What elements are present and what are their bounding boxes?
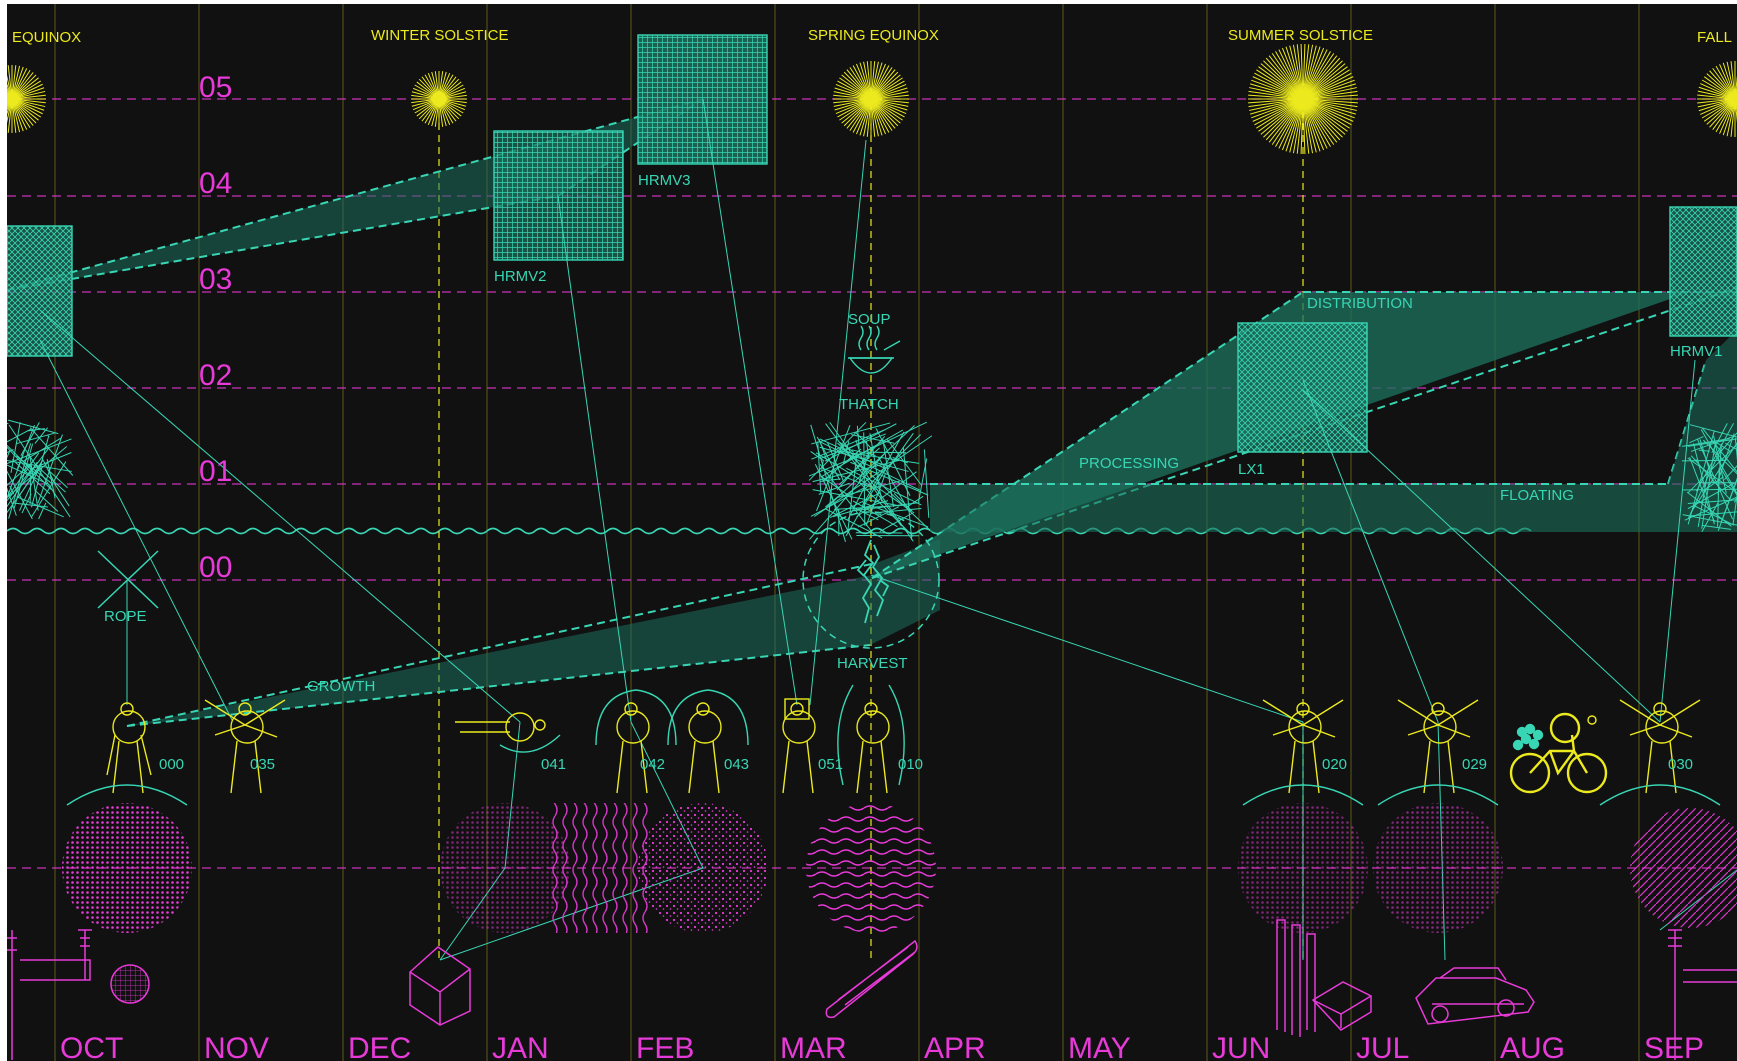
distribution-label: DISTRIBUTION: [1307, 295, 1413, 312]
worker-figure-icon: [837, 684, 905, 794]
hrmv2-label: HRMV2: [494, 268, 547, 285]
worker-figures: [66, 684, 1721, 806]
figure-label-029: 029: [1462, 756, 1487, 773]
soup-label: SOUP: [848, 311, 891, 328]
sun-icon: [411, 71, 467, 127]
sun-icon: [833, 61, 909, 137]
month-dec: DEC: [348, 1032, 411, 1061]
worker-figure-icon: [782, 698, 816, 794]
growth-flow: [126, 539, 940, 727]
car-icon: [1415, 967, 1535, 1025]
figure-label-010: 010: [898, 756, 923, 773]
kelp-icon: [856, 539, 890, 624]
worker-figure-icon: [66, 702, 188, 806]
level-05: 05: [199, 71, 232, 104]
house-icon: [409, 946, 471, 1026]
figure-label-041: 041: [541, 756, 566, 773]
worker-figure-icon: [667, 689, 749, 794]
figure-label-051: 051: [818, 756, 843, 773]
equinox-label: EQUINOX: [12, 29, 81, 46]
block-hrmv3: [637, 34, 768, 165]
level-01: 01: [199, 455, 232, 488]
month-oct: OCT: [60, 1032, 123, 1061]
figure-label-043: 043: [724, 756, 749, 773]
summer-solstice-label: SUMMER SOLSTICE: [1228, 27, 1373, 44]
yield-circles: [62, 803, 1737, 1004]
block-hrmv-left: [7, 225, 73, 357]
block-labels: HRMV1 HRMV2 HRMV3 LX1: [494, 172, 1723, 478]
stage-labels: GROWTH HARVEST PROCESSING DISTRIBUTION F…: [307, 295, 1574, 695]
floating-label: FLOATING: [1500, 487, 1574, 504]
factory-icon: [1276, 919, 1372, 1037]
floating-band: [930, 330, 1737, 532]
month-sep: SEP: [1644, 1032, 1704, 1061]
processing-label: PROCESSING: [1079, 455, 1179, 472]
worker-figure-icon: [455, 712, 561, 753]
worker-figure-icon: [595, 689, 677, 794]
month-mar: MAR: [780, 1032, 847, 1061]
seaweed-tangle-icon: [7, 419, 74, 520]
month-jan: JAN: [492, 1032, 549, 1061]
material-labels: ROPE SOUP THATCH: [104, 311, 899, 625]
level-03: 03: [199, 263, 232, 296]
soup-bowl-icon: [848, 325, 901, 374]
worker-figure-icon: [1242, 699, 1364, 806]
figure-label-035: 035: [250, 756, 275, 773]
spring-equinox-label: SPRING EQUINOX: [808, 27, 939, 44]
hrmv1-label: HRMV1: [1670, 343, 1723, 360]
month-jul: JUL: [1356, 1032, 1409, 1061]
harvest-zone: [802, 511, 940, 649]
seaweed-tangle-icon: [808, 421, 933, 542]
figure-labels: 000 035 041 042 043 051 010 020 029 030: [159, 756, 1693, 773]
harvest-label: HARVEST: [837, 655, 908, 672]
sun-icon: [7, 65, 46, 133]
figure-label-042: 042: [640, 756, 665, 773]
winter-solstice-label: WINTER SOLSTICE: [371, 27, 509, 44]
level-00: 00: [199, 551, 232, 584]
level-04: 04: [199, 167, 232, 200]
level-02: 02: [199, 359, 232, 392]
canoe-icon: [825, 939, 918, 1019]
month-apr: APR: [924, 1032, 986, 1061]
connection-lines: [39, 98, 1737, 961]
block-hrmv1: [1669, 206, 1737, 337]
thatch-label: THATCH: [839, 396, 899, 413]
worker-figure-icon: [1377, 699, 1499, 806]
fall-label: FALL: [1697, 29, 1732, 46]
lx1-label: LX1: [1238, 461, 1265, 478]
block-hrmv2: [493, 130, 624, 261]
block-lx1: [1237, 322, 1368, 453]
worker-figure-icon: [204, 699, 286, 794]
worker-figure-icon: [1599, 699, 1721, 806]
sun-icon: [1248, 44, 1358, 154]
month-labels: OCT NOV DEC JAN FEB MAR APR MAY JUN JUL …: [60, 1032, 1704, 1061]
figure-label-000: 000: [159, 756, 184, 773]
figure-label-030: 030: [1668, 756, 1693, 773]
rope-label: ROPE: [104, 608, 147, 625]
sky-event-labels: EQUINOX WINTER SOLSTICE SPRING EQUINOX S…: [12, 27, 1732, 46]
month-aug: AUG: [1500, 1032, 1565, 1061]
growth-label: GROWTH: [307, 678, 375, 695]
month-jun: JUN: [1212, 1032, 1270, 1061]
seaweed-tangle-icon: [1681, 423, 1737, 532]
rope-icon: [97, 550, 159, 609]
level-labels: 05 04 03 02 01 00: [199, 71, 232, 584]
month-nov: NOV: [204, 1032, 269, 1061]
power-pylon-icon: [7, 929, 1737, 1060]
sun-icon: [1697, 61, 1737, 137]
month-may: MAY: [1068, 1032, 1131, 1061]
hrmv3-label: HRMV3: [638, 172, 691, 189]
month-feb: FEB: [636, 1032, 694, 1061]
bicycle-icon: [1509, 712, 1608, 794]
figure-label-020: 020: [1322, 756, 1347, 773]
